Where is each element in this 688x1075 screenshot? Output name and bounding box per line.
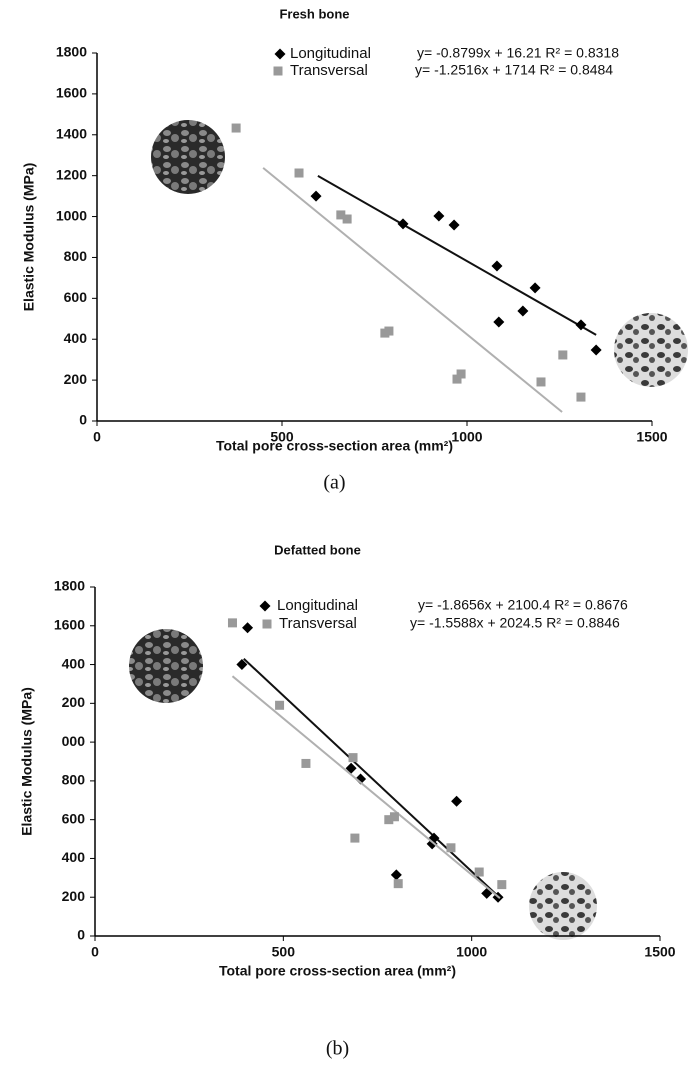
x-tick-label: 0 xyxy=(91,944,99,960)
y-tick-label: 400 xyxy=(62,655,86,671)
y-tick-label: 1000 xyxy=(56,207,87,223)
legend-equation: y= -0.8799x + 16.21 R² = 0.8318 xyxy=(417,45,619,61)
point xyxy=(384,815,394,825)
point xyxy=(384,326,394,336)
micrograph-inset xyxy=(151,120,225,194)
legend-label: Longitudinal xyxy=(277,597,358,614)
point xyxy=(227,618,237,628)
y-tick-label: 600 xyxy=(64,289,88,305)
caption: (b) xyxy=(326,1038,349,1060)
point xyxy=(231,123,241,133)
point xyxy=(348,753,358,763)
legend-marker xyxy=(273,66,283,76)
y-tick-label: 1800 xyxy=(54,578,85,594)
micrograph-inset xyxy=(129,629,203,703)
y-tick-label: 200 xyxy=(62,888,86,904)
point xyxy=(491,260,503,272)
legend-equation: y= -1.2516x + 1714 R² = 0.8484 xyxy=(415,62,613,78)
y-tick-label: 1400 xyxy=(56,125,87,141)
x-tick-label: 1500 xyxy=(644,944,675,960)
point xyxy=(517,305,529,317)
point xyxy=(590,344,602,356)
y-tick-label: 0 xyxy=(77,927,85,943)
x-tick-label: 500 xyxy=(272,944,296,960)
point xyxy=(448,219,460,231)
point xyxy=(350,833,360,843)
point xyxy=(310,190,322,202)
micrograph-inset xyxy=(529,872,597,940)
caption: (a) xyxy=(323,472,345,494)
x-axis-label: Total pore cross-section area (mm²) xyxy=(219,963,456,979)
point xyxy=(456,369,466,379)
y-tick-label: 1200 xyxy=(56,166,87,182)
y-tick-label: 000 xyxy=(62,733,86,749)
point xyxy=(275,700,285,710)
point xyxy=(497,880,507,890)
point xyxy=(393,879,403,889)
y-tick-label: 400 xyxy=(62,849,86,865)
x-tick-label: 1000 xyxy=(451,429,482,445)
trendline xyxy=(317,175,597,336)
y-axis-label: Elastic Modulus (MPa) xyxy=(21,163,37,312)
point xyxy=(529,282,541,294)
chart-title: Defatted bone xyxy=(274,542,361,557)
micrograph-inset xyxy=(614,313,688,387)
point xyxy=(433,210,445,222)
x-tick-label: 1000 xyxy=(456,944,487,960)
x-tick-label: 1500 xyxy=(636,429,667,445)
point xyxy=(390,869,402,881)
point xyxy=(536,377,546,387)
point xyxy=(301,758,311,768)
y-axis-label: Elastic Modulus (MPa) xyxy=(19,687,35,836)
point xyxy=(493,316,505,328)
y-tick-label: 400 xyxy=(64,330,88,346)
point xyxy=(446,843,456,853)
trendline xyxy=(243,658,497,896)
legend-label: Transversal xyxy=(290,62,368,79)
x-tick-label: 500 xyxy=(270,429,294,445)
legend-label: Transversal xyxy=(279,615,357,632)
point xyxy=(474,867,484,877)
point xyxy=(397,218,409,230)
point xyxy=(576,392,586,402)
x-axis-label: Total pore cross-section area (mm²) xyxy=(216,438,453,454)
point xyxy=(345,762,357,774)
point xyxy=(355,773,367,785)
point xyxy=(452,374,462,384)
y-tick-label: 200 xyxy=(64,371,88,387)
legend-marker xyxy=(262,619,272,629)
legend-marker xyxy=(274,48,286,60)
y-tick-label: 200 xyxy=(62,694,86,710)
x-tick-label: 0 xyxy=(93,429,101,445)
legend-equation: y= -1.8656x + 2100.4 R² = 0.8676 xyxy=(418,597,628,613)
y-tick-label: 600 xyxy=(62,810,86,826)
y-tick-label: 0 xyxy=(79,412,87,428)
y-tick-label: 800 xyxy=(62,772,86,788)
trendline xyxy=(262,167,563,413)
point xyxy=(389,812,399,822)
legend-equation: y= -1.5588x + 2024.5 R² = 0.8846 xyxy=(410,615,620,631)
point xyxy=(451,795,463,807)
chart-title: Fresh bone xyxy=(279,6,349,21)
legend-marker xyxy=(259,600,271,612)
point xyxy=(242,622,254,634)
point xyxy=(575,319,587,331)
y-tick-label: 1800 xyxy=(56,44,87,60)
legend-label: Longitudinal xyxy=(290,45,371,62)
point xyxy=(342,214,352,224)
point xyxy=(558,350,568,360)
point xyxy=(294,168,304,178)
y-tick-label: 1600 xyxy=(56,85,87,101)
y-tick-label: 800 xyxy=(64,248,88,264)
y-tick-label: 1600 xyxy=(54,616,85,632)
point xyxy=(236,659,248,671)
point xyxy=(336,210,346,220)
trendline xyxy=(231,675,501,899)
